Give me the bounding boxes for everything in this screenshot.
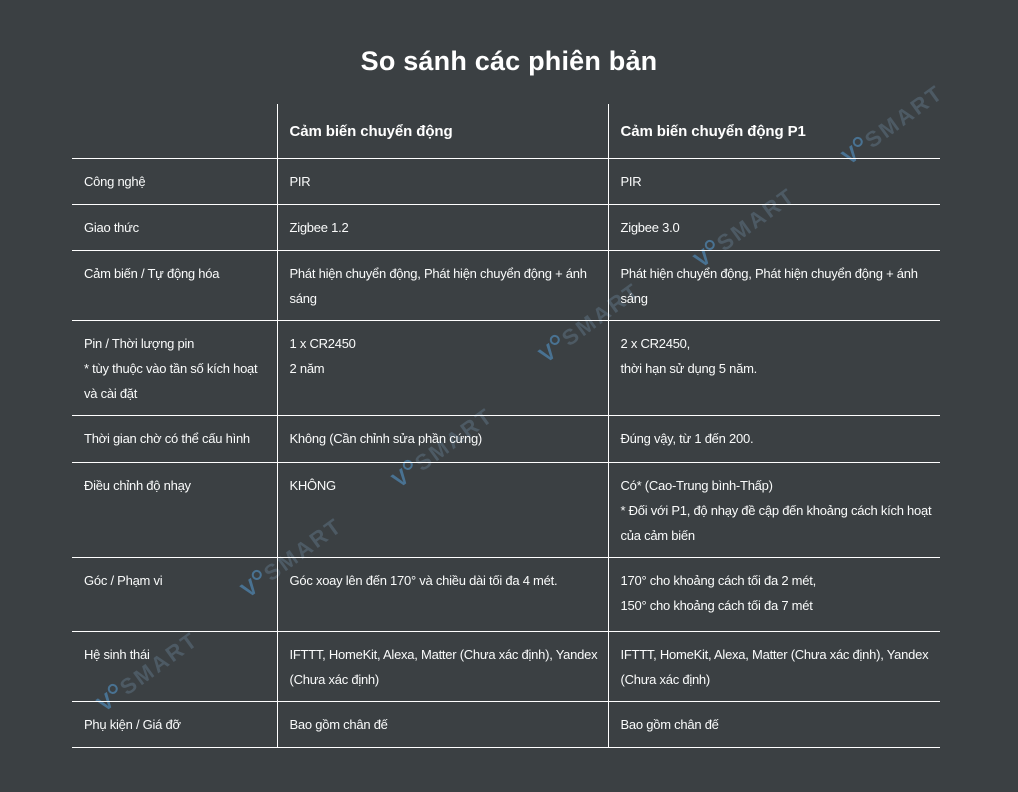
cell-value: 2 x CR2450, thời hạn sử dụng 5 năm. [607,320,940,416]
header-empty-cell [72,104,277,159]
row-label: Giao thức [72,204,277,251]
column-header-motion-sensor-p1: Cảm biến chuyển động P1 [607,104,940,159]
page-title: So sánh các phiên bản [360,46,658,77]
cell-value: Zigbee 3.0 [607,204,940,251]
table-row-sensitivity: Điều chỉnh độ nhạy KHÔNG Có* (Cao-Trung … [72,462,940,558]
header-row: Cảm biến chuyển động Cảm biến chuyển độn… [72,104,940,159]
table-row-protocol: Giao thức Zigbee 1.2 Zigbee 3.0 [72,204,940,251]
cell-value: Zigbee 1.2 [276,204,608,251]
cell-value: Đúng vậy, từ 1 đến 200. [607,415,940,463]
row-label: Thời gian chờ có thể cấu hình [72,415,277,463]
row-label: Cảm biến / Tự động hóa [72,250,277,321]
row-label: Phụ kiện / Giá đỡ [72,701,277,748]
table-row-sensors-automation: Cảm biến / Tự động hóa Phát hiện chuyển … [72,250,940,321]
cell-value: Có* (Cao-Trung bình-Thấp) * Đối với P1, … [607,462,940,558]
table-row-ecosystem: Hệ sinh thái IFTTT, HomeKit, Alexa, Matt… [72,631,940,702]
cell-value: 170° cho khoảng cách tối đa 2 mét, 150° … [607,557,940,632]
table-row-configurable-timeout: Thời gian chờ có thể cấu hình Không (Cần… [72,415,940,463]
cell-value: PIR [607,158,940,205]
cell-value: Bao gồm chân đế [276,701,608,748]
cell-value: 1 x CR2450 2 năm [276,320,608,416]
table-row-technology: Công nghệ PIR PIR [72,158,940,205]
row-label: Điều chỉnh độ nhạy [72,462,277,558]
cell-value: PIR [276,158,608,205]
table-row-battery: Pin / Thời lượng pin * tùy thuộc vào tần… [72,320,940,416]
table-row-accessories: Phụ kiện / Giá đỡ Bao gồm chân đế Bao gồ… [72,701,940,748]
row-label: Pin / Thời lượng pin * tùy thuộc vào tần… [72,320,277,416]
cell-value: Không (Cần chỉnh sửa phần cứng) [276,415,608,463]
row-label: Hệ sinh thái [72,631,277,702]
cell-value: Bao gồm chân đế [607,701,940,748]
comparison-table: Cảm biến chuyển động Cảm biến chuyển độn… [72,104,940,748]
table-row-angle-range: Góc / Phạm vi Góc xoay lên đến 170° và c… [72,557,940,632]
cell-value: Phát hiện chuyển động, Phát hiện chuyển … [607,250,940,321]
column-header-motion-sensor: Cảm biến chuyển động [276,104,608,159]
row-label: Công nghệ [72,158,277,205]
cell-value: Phát hiện chuyển động, Phát hiện chuyển … [276,250,608,321]
cell-value: KHÔNG [276,462,608,558]
cell-value: IFTTT, HomeKit, Alexa, Matter (Chưa xác … [607,631,940,702]
cell-value: Góc xoay lên đến 170° và chiều dài tối đ… [276,557,608,632]
row-label: Góc / Phạm vi [72,557,277,632]
cell-value: IFTTT, HomeKit, Alexa, Matter (Chưa xác … [276,631,608,702]
